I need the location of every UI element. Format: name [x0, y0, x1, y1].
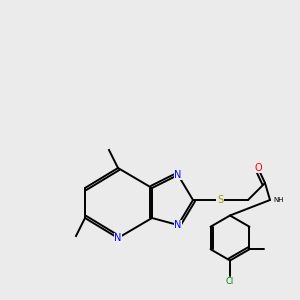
- Text: N: N: [174, 170, 182, 180]
- Text: O: O: [254, 163, 262, 173]
- Text: NH: NH: [273, 197, 284, 203]
- Text: Cl: Cl: [226, 277, 234, 286]
- Text: N: N: [114, 233, 122, 243]
- Text: N: N: [174, 220, 182, 230]
- Text: S: S: [217, 195, 223, 205]
